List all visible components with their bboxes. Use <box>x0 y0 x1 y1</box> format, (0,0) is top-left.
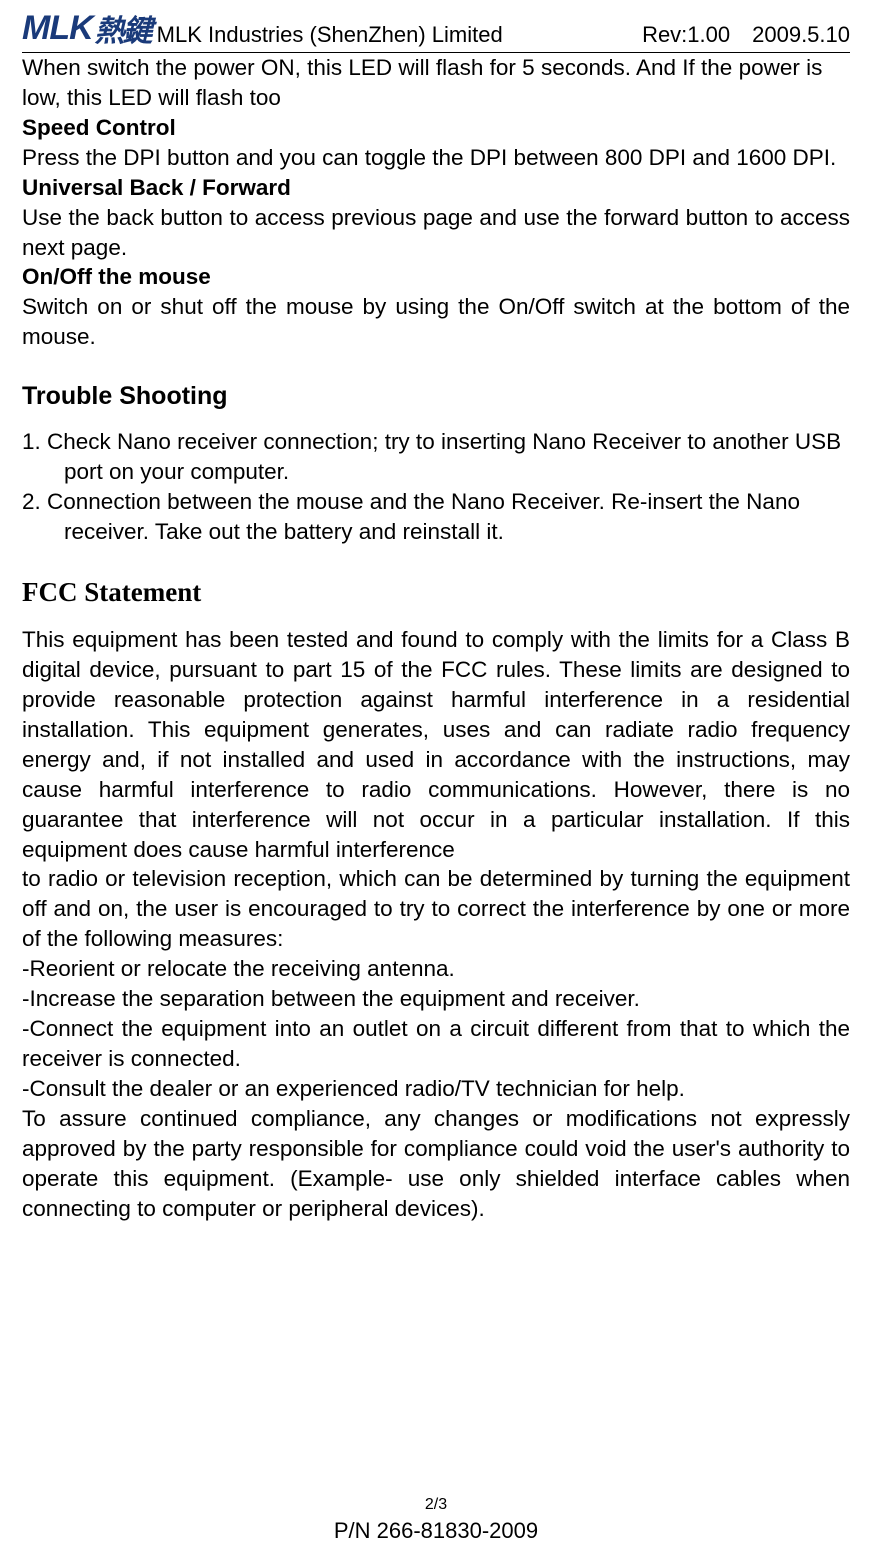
company-logo: MLK 熱鍵 <box>22 6 151 50</box>
fcc-paragraph-2: to radio or television reception, which … <box>22 864 850 954</box>
fcc-paragraph-3: To assure continued compliance, any chan… <box>22 1104 850 1224</box>
fcc-measure-1: -Reorient or relocate the receiving ante… <box>22 954 850 984</box>
header-left: MLK 熱鍵 MLK Industries (ShenZhen) Limited <box>22 6 503 50</box>
intro-led-text: When switch the power ON, this LED will … <box>22 53 850 113</box>
on-off-heading: On/Off the mouse <box>22 262 850 292</box>
back-forward-text: Use the back button to access previous p… <box>22 203 850 263</box>
back-forward-heading: Universal Back / Forward <box>22 173 850 203</box>
trouble-item-1: 1. Check Nano receiver connection; try t… <box>22 427 850 487</box>
speed-control-text: Press the DPI button and you can toggle … <box>22 143 850 173</box>
document-footer: 2/3 P/N 266-81830-2009 <box>0 1494 872 1547</box>
trouble-item-2: 2. Connection between the mouse and the … <box>22 487 850 547</box>
date-label: 2009.5.10 <box>752 22 850 48</box>
logo-cn-text: 熱鍵 <box>95 6 151 50</box>
fcc-measure-2: -Increase the separation between the equ… <box>22 984 850 1014</box>
revision-label: Rev:1.00 <box>642 22 730 48</box>
fcc-measure-4: -Consult the dealer or an experienced ra… <box>22 1074 850 1104</box>
on-off-text: Switch on or shut off the mouse by using… <box>22 292 850 352</box>
trouble-shooting-heading: Trouble Shooting <box>22 380 850 413</box>
fcc-paragraph-1: This equipment has been tested and found… <box>22 625 850 864</box>
document-body: When switch the power ON, this LED will … <box>22 53 850 1224</box>
fcc-statement-heading: FCC Statement <box>22 575 850 611</box>
part-number: P/N 266-81830-2009 <box>0 1516 872 1547</box>
logo-latin-text: MLK <box>22 9 93 48</box>
fcc-measure-3: -Connect the equipment into an outlet on… <box>22 1014 850 1074</box>
document-header: MLK 熱鍵 MLK Industries (ShenZhen) Limited… <box>22 0 850 53</box>
speed-control-heading: Speed Control <box>22 113 850 143</box>
header-right: Rev:1.00 2009.5.10 <box>642 22 850 50</box>
company-name: MLK Industries (ShenZhen) Limited <box>157 22 503 50</box>
page-number: 2/3 <box>0 1494 872 1516</box>
